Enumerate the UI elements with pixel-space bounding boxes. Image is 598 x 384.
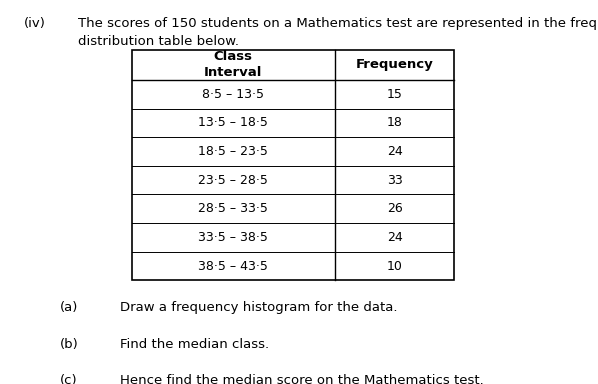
- Text: 18·5 – 23·5: 18·5 – 23·5: [199, 145, 268, 158]
- Text: 24: 24: [387, 231, 402, 244]
- Text: 18: 18: [387, 116, 402, 129]
- Text: The scores of 150 students on a Mathematics test are represented in the frequenc: The scores of 150 students on a Mathemat…: [78, 17, 598, 48]
- Text: Class
Interval: Class Interval: [204, 50, 263, 79]
- Text: 33: 33: [387, 174, 402, 187]
- Text: Find the median class.: Find the median class.: [120, 338, 269, 351]
- Text: (a): (a): [60, 301, 78, 314]
- Text: 15: 15: [387, 88, 402, 101]
- Bar: [132, 50, 454, 280]
- Text: Hence find the median score on the Mathematics test.: Hence find the median score on the Mathe…: [120, 374, 483, 384]
- Text: 24: 24: [387, 145, 402, 158]
- Text: 10: 10: [387, 260, 402, 273]
- Text: (iv): (iv): [24, 17, 46, 30]
- Text: 13·5 – 18·5: 13·5 – 18·5: [199, 116, 268, 129]
- Text: Draw a frequency histogram for the data.: Draw a frequency histogram for the data.: [120, 301, 397, 314]
- Text: Frequency: Frequency: [356, 58, 434, 71]
- Text: (b): (b): [60, 338, 78, 351]
- Text: 26: 26: [387, 202, 402, 215]
- Text: 33·5 – 38·5: 33·5 – 38·5: [199, 231, 268, 244]
- Text: 28·5 – 33·5: 28·5 – 33·5: [199, 202, 268, 215]
- Text: 38·5 – 43·5: 38·5 – 43·5: [199, 260, 268, 273]
- Text: 8·5 – 13·5: 8·5 – 13·5: [202, 88, 264, 101]
- Text: 23·5 – 28·5: 23·5 – 28·5: [199, 174, 268, 187]
- Text: (c): (c): [60, 374, 77, 384]
